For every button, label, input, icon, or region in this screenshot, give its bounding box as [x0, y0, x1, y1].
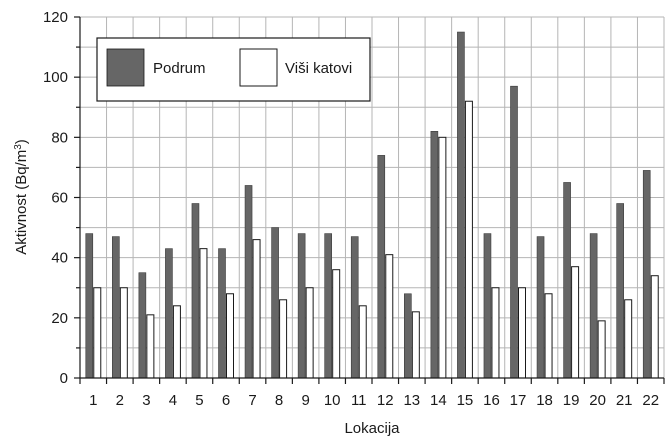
bar-podrum-6 — [218, 248, 226, 379]
y-tick-label: 0 — [60, 370, 68, 387]
bar-podrum-1 — [85, 233, 94, 379]
bar-visi-katovi-8 — [279, 299, 288, 379]
bar-podrum-21 — [616, 203, 624, 379]
bar-visi-katovi-6 — [226, 293, 234, 379]
bar-podrum-3 — [138, 272, 147, 379]
x-tick-label-3: 3 — [142, 392, 150, 409]
bar-podrum-10 — [324, 233, 332, 379]
bar-visi-katovi-18 — [544, 293, 553, 379]
y-tick-label: 20 — [51, 310, 68, 327]
x-tick-label-4: 4 — [169, 392, 177, 409]
x-tick-label-17: 17 — [510, 392, 527, 409]
legend-swatch-podrum — [106, 48, 145, 87]
x-tick-label-13: 13 — [403, 392, 420, 409]
y-axis-title: Aktivnost (Bq/m3) — [13, 139, 31, 255]
bar-podrum-16 — [483, 233, 492, 379]
x-tick-label-2: 2 — [116, 392, 124, 409]
bar-podrum-18 — [536, 236, 545, 379]
x-tick-label-21: 21 — [616, 392, 633, 409]
bar-podrum-22 — [642, 170, 651, 379]
bar-podrum-7 — [244, 185, 253, 379]
x-tick-label-20: 20 — [589, 392, 606, 409]
x-tick-label-16: 16 — [483, 392, 500, 409]
bar-podrum-5 — [191, 203, 200, 379]
legend-label-podrum: Podrum — [153, 60, 206, 77]
x-axis-title: Lokacija — [344, 420, 400, 437]
bar-visi-katovi-20 — [597, 320, 606, 379]
legend-swatch-visi-katovi — [239, 48, 278, 87]
x-tick-label-12: 12 — [377, 392, 394, 409]
y-tick-label: 60 — [51, 190, 68, 207]
y-tick-label: 80 — [51, 129, 68, 146]
x-tick-label-1: 1 — [89, 392, 97, 409]
bar-podrum-8 — [271, 227, 279, 379]
bar-podrum-14 — [430, 131, 439, 379]
bar-podrum-9 — [297, 233, 306, 379]
axes — [74, 16, 665, 384]
y-tick-label: 40 — [51, 250, 68, 267]
bars — [85, 31, 659, 379]
x-tick-label-22: 22 — [642, 392, 659, 409]
y-axis-title-superscript: 3 — [13, 144, 24, 150]
legend-label-visi-katovi: Viši katovi — [285, 60, 352, 77]
y-axis-title-end: ) — [13, 139, 30, 144]
bar-visi-katovi-7 — [252, 239, 261, 379]
legend: Podrum Viši katovi — [96, 37, 371, 102]
bar-visi-katovi-10 — [332, 269, 341, 379]
bar-podrum-4 — [165, 248, 173, 379]
y-tick-labels: 0 20 40 60 80 100 120 — [43, 9, 68, 387]
bar-visi-katovi-5 — [199, 248, 208, 379]
bar-visi-katovi-1 — [93, 287, 102, 379]
x-tick-label-14: 14 — [430, 392, 447, 409]
bar-podrum-11 — [350, 236, 359, 379]
y-tick-label: 100 — [43, 69, 68, 86]
x-tick-label-5: 5 — [195, 392, 203, 409]
bar-visi-katovi-13 — [411, 311, 420, 379]
bar-visi-katovi-19 — [571, 266, 580, 379]
bar-podrum-12 — [377, 155, 386, 379]
x-tick-labels: 1 2 3 4 5 6 7 8 9 10 11 12 13 14 15 16 17 18 19 20 21 22 — [89, 392, 659, 409]
x-tick-label-10: 10 — [324, 392, 341, 409]
x-tick-label-7: 7 — [248, 392, 256, 409]
bar-podrum-17 — [510, 85, 518, 379]
x-tick-label-11: 11 — [351, 392, 367, 409]
bar-podrum-2 — [112, 236, 120, 379]
bar-podrum-20 — [589, 233, 598, 379]
bar-visi-katovi-9 — [305, 287, 314, 379]
x-tick-label-9: 9 — [301, 392, 309, 409]
x-tick-label-15: 15 — [457, 392, 474, 409]
bar-visi-katovi-17 — [518, 287, 526, 379]
x-tick-label-19: 19 — [563, 392, 580, 409]
bar-podrum-19 — [563, 182, 571, 379]
bar-podrum-15 — [457, 31, 465, 379]
bar-visi-katovi-22 — [650, 275, 659, 379]
bar-visi-katovi-4 — [172, 305, 181, 379]
bar-visi-katovi-14 — [438, 136, 447, 379]
x-tick-label-18: 18 — [536, 392, 553, 409]
bar-visi-katovi-21 — [624, 299, 633, 379]
x-tick-label-6: 6 — [222, 392, 230, 409]
bar-visi-katovi-12 — [385, 254, 394, 379]
y-axis-title-main: Aktivnost (Bq/m — [13, 150, 30, 255]
bar-visi-katovi-2 — [119, 287, 128, 379]
x-tick-label-8: 8 — [275, 392, 283, 409]
bar-podrum-13 — [404, 293, 412, 379]
y-tick-label: 120 — [43, 9, 68, 26]
bar-visi-katovi-11 — [358, 305, 367, 379]
bar-visi-katovi-15 — [464, 100, 473, 379]
bar-visi-katovi-16 — [491, 287, 500, 379]
bar-visi-katovi-3 — [146, 314, 155, 379]
